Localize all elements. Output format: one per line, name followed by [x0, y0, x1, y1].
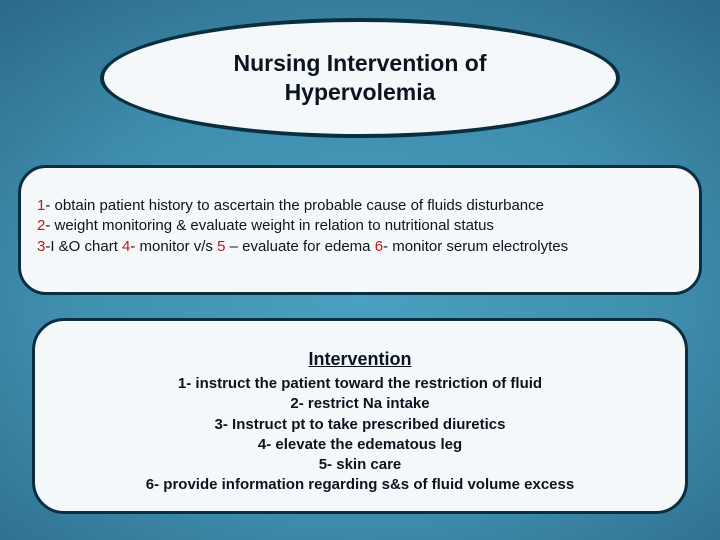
title-ellipse: Nursing Intervention of Hypervolemia [100, 18, 620, 138]
intervention-line: 4- elevate the edematous leg [55, 435, 665, 455]
item-text: I &O chart [50, 238, 122, 255]
item-number: 6 [375, 238, 383, 255]
title-line1: Nursing Intervention of [234, 50, 487, 76]
title-line2: Hypervolemia [285, 79, 436, 105]
assessment-box: 1- obtain patient history to ascertain t… [18, 165, 702, 295]
assessment-line-3: 3-I &O chart 4- monitor v/s 5 – evaluate… [37, 237, 683, 257]
item-text: weight monitoring & evaluate weight in r… [50, 217, 494, 234]
item-sep: – [225, 238, 238, 255]
assessment-line-2: 2- weight monitoring & evaluate weight i… [37, 216, 683, 236]
assessment-line-1: 1- obtain patient history to ascertain t… [37, 196, 683, 216]
intervention-line: 5- skin care [55, 455, 665, 475]
item-text: obtain patient history to ascertain the … [50, 197, 544, 214]
item-text: evaluate for edema [238, 238, 375, 255]
intervention-line: 6- provide information regarding s&s of … [55, 475, 665, 495]
intervention-box: Intervention 1- instruct the patient tow… [32, 318, 688, 514]
item-text: monitor serum electrolytes [388, 238, 568, 255]
item-text: monitor v/s [135, 238, 217, 255]
intervention-line: 2- restrict Na intake [55, 394, 665, 414]
title-text: Nursing Intervention of Hypervolemia [234, 49, 487, 107]
slide: Nursing Intervention of Hypervolemia 1- … [0, 0, 720, 540]
intervention-heading: Intervention [55, 349, 665, 370]
intervention-line: 3- Instruct pt to take prescribed diuret… [55, 415, 665, 435]
intervention-body: 1- instruct the patient toward the restr… [55, 374, 665, 496]
intervention-line: 1- instruct the patient toward the restr… [55, 374, 665, 394]
